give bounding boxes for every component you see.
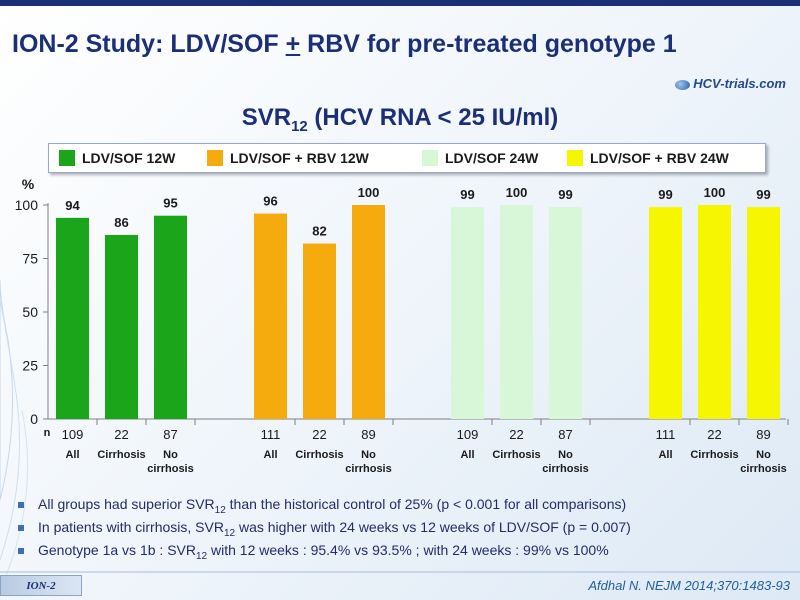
bar-value-label: 100 <box>506 185 528 200</box>
note-item: Genotype 1a vs 1b : SVR12 with 12 weeks … <box>18 542 631 561</box>
bullet-icon <box>18 547 24 554</box>
y-tick-label: 75 <box>22 251 38 267</box>
slide-title: ION-2 Study: LDV/SOF + RBV for pre-treat… <box>12 30 677 58</box>
bar <box>254 213 287 419</box>
category-label: Cirrhosis <box>492 449 540 461</box>
bar <box>154 215 187 419</box>
bar-value-label: 99 <box>460 187 474 202</box>
bar-value-label: 94 <box>65 198 80 213</box>
category-label: cirrhosis <box>542 463 588 475</box>
bar <box>649 207 682 419</box>
bullet-icon <box>18 525 24 532</box>
n-axis-label: n <box>44 427 51 439</box>
bar-value-label: 95 <box>163 196 177 211</box>
bar <box>549 207 582 419</box>
category-label: No <box>361 449 376 461</box>
category-label: cirrhosis <box>345 463 391 475</box>
category-label: All <box>263 449 277 461</box>
legend-swatch <box>59 150 75 166</box>
bar-value-label: 99 <box>658 187 672 202</box>
y-tick-label: 25 <box>22 358 38 374</box>
category-label: No <box>558 449 573 461</box>
footer-study-tag: ION-2 <box>0 575 82 596</box>
legend-item: LDV/SOF + RBV 12W <box>207 150 369 166</box>
bar-value-label: 82 <box>312 224 326 239</box>
legend-item: LDV/SOF 24W <box>422 150 538 166</box>
bar <box>56 217 89 419</box>
y-tick-label: 50 <box>22 304 38 320</box>
n-value-label: 89 <box>756 427 770 442</box>
category-label: No <box>756 449 771 461</box>
n-value-label: 109 <box>62 427 84 442</box>
bar <box>303 243 336 419</box>
y-tick-label: 0 <box>30 411 38 427</box>
bar <box>698 205 731 419</box>
category-label: Cirrhosis <box>690 449 738 461</box>
bullet-icon <box>18 502 24 509</box>
n-value-label: 89 <box>361 427 375 442</box>
category-label: All <box>658 449 672 461</box>
bar <box>105 234 138 419</box>
category-label: Cirrhosis <box>295 449 343 461</box>
category-label: cirrhosis <box>740 463 786 475</box>
chart-legend: LDV/SOF 12W LDV/SOF + RBV 12W LDV/SOF 24W L… <box>48 143 766 173</box>
citation: Afdhal N. NEJM 2014;370:1483-93 <box>588 578 790 593</box>
notes-list: All groups had superior SVR12 than the h… <box>18 496 631 564</box>
n-value-label: 111 <box>261 427 281 442</box>
brand-globe-icon <box>675 79 691 90</box>
n-value-label: 22 <box>707 427 721 442</box>
note-item: All groups had superior SVR12 than the h… <box>18 496 631 516</box>
legend-swatch <box>422 150 438 166</box>
n-value-label: 87 <box>558 427 572 442</box>
n-value-label: 109 <box>457 427 479 442</box>
category-label: All <box>65 449 79 461</box>
note-item: In patients with cirrhosis, SVR12 was hi… <box>18 519 631 539</box>
bar-value-label: 99 <box>558 187 572 202</box>
bar <box>500 205 533 419</box>
chart-heading: SVR12 (HCV RNA < 25 IU/ml) <box>241 104 559 135</box>
bar-value-label: 100 <box>704 185 726 200</box>
category-label: No <box>163 449 178 461</box>
legend-item: LDV/SOF 12W <box>59 150 175 166</box>
bar-value-label: 96 <box>263 194 277 209</box>
y-tick-label: 100 <box>15 197 39 213</box>
category-label: All <box>460 449 474 461</box>
category-label: Cirrhosis <box>97 449 145 461</box>
legend-swatch <box>207 150 223 166</box>
brand-logo: HCV-trials.com <box>675 76 786 91</box>
legend-item: LDV/SOF + RBV 24W <box>567 150 729 166</box>
bar <box>352 205 385 419</box>
n-value-label: 22 <box>312 427 326 442</box>
n-value-label: 87 <box>163 427 177 442</box>
category-label: cirrhosis <box>147 463 193 475</box>
bar-value-label: 100 <box>358 185 380 200</box>
bar <box>747 207 780 419</box>
n-value-label: 111 <box>656 427 676 442</box>
n-value-label: 22 <box>114 427 128 442</box>
n-value-label: 22 <box>509 427 523 442</box>
legend-swatch <box>567 150 583 166</box>
bar <box>451 207 484 419</box>
y-axis-label: % <box>22 176 35 192</box>
bar-value-label: 86 <box>114 215 128 230</box>
bar-value-label: 99 <box>756 187 770 202</box>
